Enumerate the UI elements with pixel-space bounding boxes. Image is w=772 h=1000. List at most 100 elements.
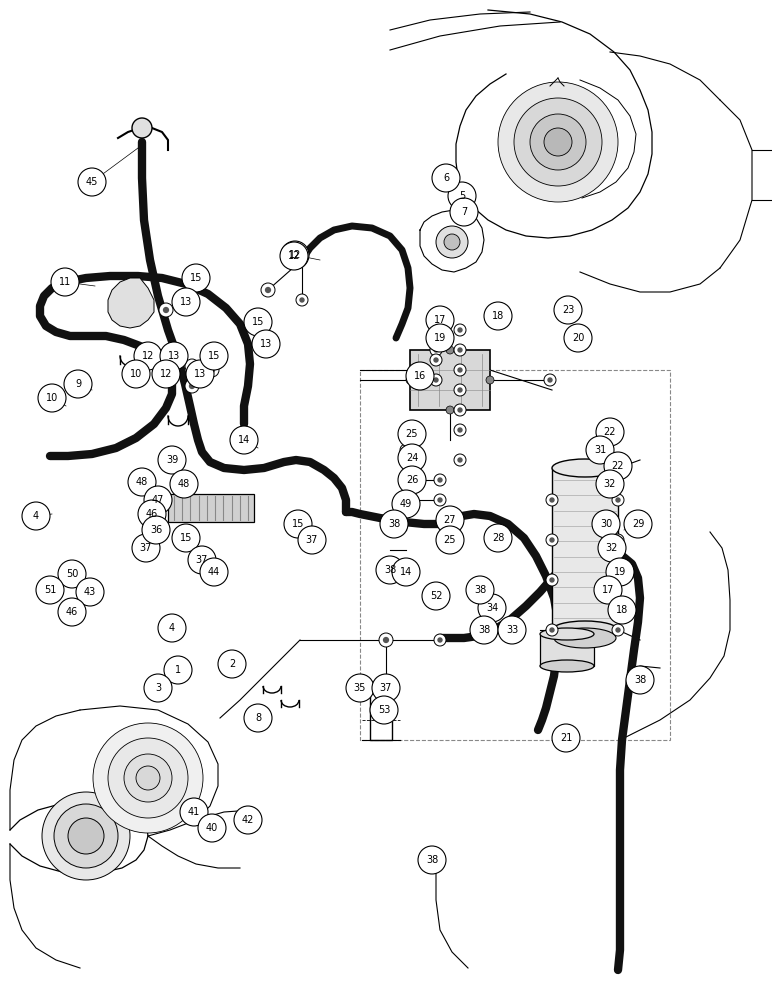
Circle shape <box>383 637 389 643</box>
Text: 3: 3 <box>155 683 161 693</box>
Text: 42: 42 <box>242 815 254 825</box>
Circle shape <box>612 534 624 546</box>
Circle shape <box>205 363 219 377</box>
Circle shape <box>454 454 466 466</box>
Circle shape <box>189 383 195 389</box>
Circle shape <box>406 362 434 390</box>
Circle shape <box>132 534 160 562</box>
Circle shape <box>136 766 160 790</box>
Text: 38: 38 <box>478 625 490 635</box>
Text: 26: 26 <box>406 475 418 485</box>
Text: 15: 15 <box>252 317 264 327</box>
Text: 38: 38 <box>426 855 438 865</box>
Text: 50: 50 <box>66 569 78 579</box>
Text: 15: 15 <box>190 273 202 283</box>
Text: 32: 32 <box>606 543 618 553</box>
Circle shape <box>450 198 478 226</box>
Circle shape <box>185 359 199 373</box>
Circle shape <box>433 327 438 333</box>
Circle shape <box>433 357 438 363</box>
Ellipse shape <box>552 621 618 639</box>
Circle shape <box>437 637 442 643</box>
Text: 21: 21 <box>560 733 572 743</box>
Bar <box>360 370 670 740</box>
Text: 13: 13 <box>180 297 192 307</box>
Circle shape <box>38 384 66 412</box>
Circle shape <box>448 182 476 210</box>
Text: 28: 28 <box>492 533 504 543</box>
Circle shape <box>68 818 104 854</box>
Text: 12: 12 <box>142 351 154 361</box>
Circle shape <box>544 374 556 386</box>
Circle shape <box>430 344 442 356</box>
Circle shape <box>380 510 408 538</box>
Circle shape <box>615 497 621 503</box>
Circle shape <box>596 470 624 498</box>
Circle shape <box>122 360 150 388</box>
Text: 15: 15 <box>180 533 192 543</box>
Text: 14: 14 <box>238 435 250 445</box>
Text: 2: 2 <box>229 659 235 669</box>
Circle shape <box>403 447 408 453</box>
Text: 25: 25 <box>444 535 456 545</box>
Circle shape <box>434 494 446 506</box>
Text: 20: 20 <box>572 333 584 343</box>
Text: 48: 48 <box>178 479 190 489</box>
Circle shape <box>403 477 408 483</box>
Circle shape <box>144 674 172 702</box>
Text: 46: 46 <box>146 509 158 519</box>
Circle shape <box>158 446 186 474</box>
Circle shape <box>457 407 462 413</box>
Ellipse shape <box>540 660 594 672</box>
Text: 22: 22 <box>611 461 625 471</box>
Text: 17: 17 <box>602 585 615 595</box>
Circle shape <box>478 594 506 622</box>
Circle shape <box>586 436 614 464</box>
Circle shape <box>454 404 466 416</box>
Circle shape <box>244 704 272 732</box>
Circle shape <box>444 234 460 250</box>
Circle shape <box>554 296 582 324</box>
Text: 25: 25 <box>406 429 418 439</box>
Text: 40: 40 <box>206 823 218 833</box>
Polygon shape <box>108 278 154 328</box>
Circle shape <box>598 534 626 562</box>
Circle shape <box>234 806 262 834</box>
Text: 22: 22 <box>604 427 616 437</box>
Circle shape <box>466 576 494 604</box>
Circle shape <box>426 324 454 352</box>
Circle shape <box>454 364 466 376</box>
Circle shape <box>370 696 398 724</box>
Circle shape <box>592 510 620 538</box>
Circle shape <box>124 754 172 802</box>
Circle shape <box>446 346 454 354</box>
Text: 12: 12 <box>160 369 172 379</box>
Text: 10: 10 <box>130 369 142 379</box>
Circle shape <box>400 474 412 486</box>
Circle shape <box>22 502 50 530</box>
Circle shape <box>615 627 621 633</box>
Circle shape <box>454 424 466 436</box>
Circle shape <box>594 576 622 604</box>
Circle shape <box>434 634 446 646</box>
Circle shape <box>298 526 326 554</box>
Circle shape <box>172 288 200 316</box>
Text: 51: 51 <box>44 585 56 595</box>
Text: 41: 41 <box>188 807 200 817</box>
Circle shape <box>36 576 64 604</box>
Text: 35: 35 <box>354 683 366 693</box>
Circle shape <box>188 546 216 574</box>
Circle shape <box>457 457 462 463</box>
Circle shape <box>430 324 442 336</box>
Text: 7: 7 <box>461 207 467 217</box>
Text: 6: 6 <box>443 173 449 183</box>
Circle shape <box>398 444 426 472</box>
Text: 38: 38 <box>388 519 400 529</box>
Circle shape <box>422 582 450 610</box>
Circle shape <box>346 674 374 702</box>
Circle shape <box>58 598 86 626</box>
Circle shape <box>78 168 106 196</box>
Circle shape <box>284 510 312 538</box>
Circle shape <box>230 426 258 454</box>
Text: 23: 23 <box>562 305 574 315</box>
